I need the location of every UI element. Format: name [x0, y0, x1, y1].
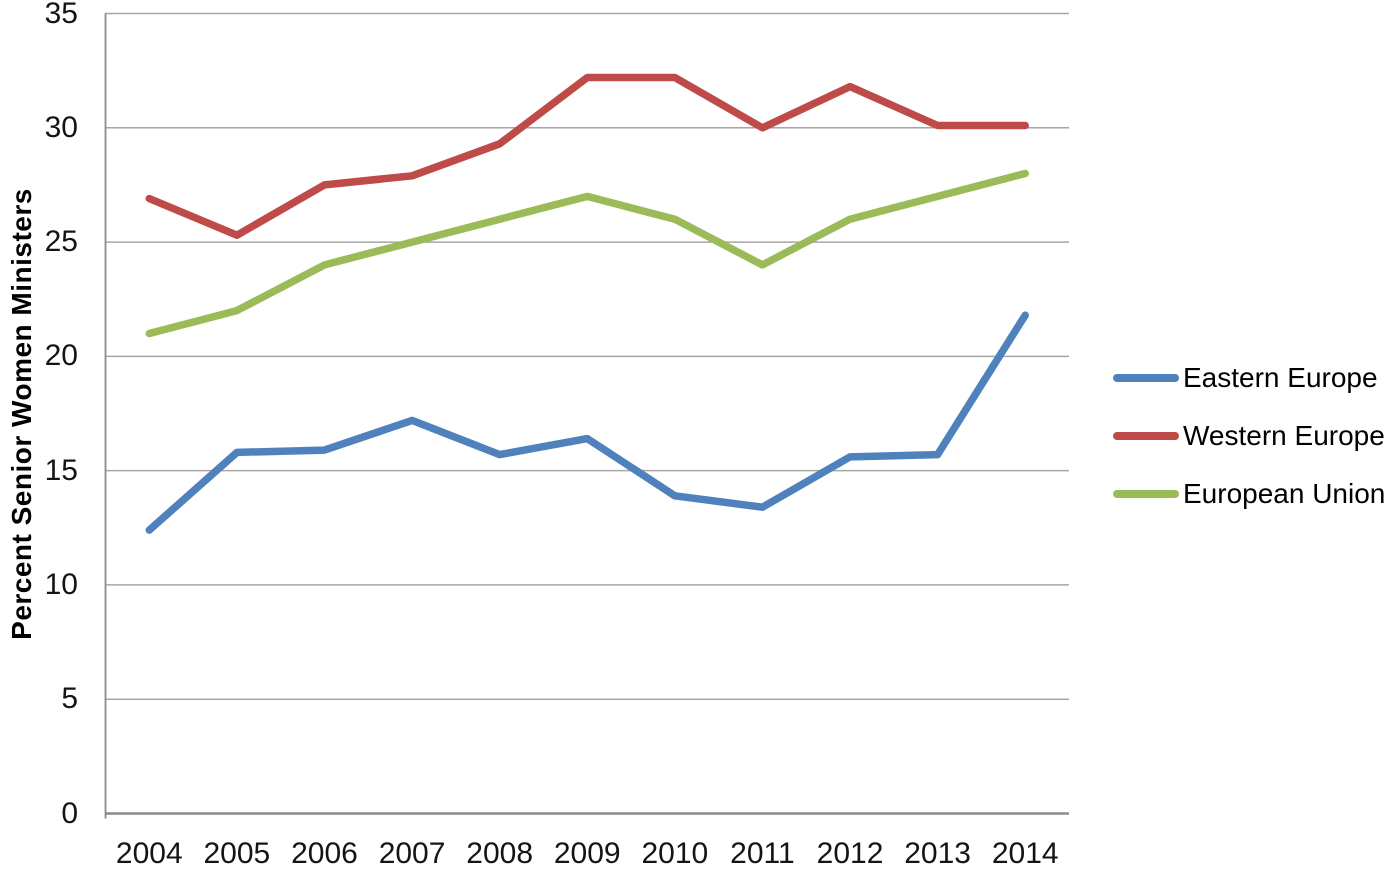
y-tick-label-25: 25	[44, 225, 78, 259]
x-tick-label-2012: 2012	[816, 837, 884, 870]
legend-label: Western Europe	[1183, 420, 1385, 451]
x-tick-label-2005: 2005	[203, 837, 271, 870]
y-tick-label-35: 35	[44, 0, 78, 30]
legend-item-european-union: European Union	[1113, 465, 1385, 523]
x-tick-label-2011: 2011	[730, 837, 795, 870]
series-line-western-europe	[145, 73, 1029, 239]
legend: Eastern Europe Western Europe European Uni…	[1113, 349, 1385, 523]
x-tick-label-2009: 2009	[553, 837, 621, 870]
legend-item-eastern-europe: Eastern Europe	[1113, 349, 1385, 407]
legend-swatch-icon	[1113, 432, 1179, 440]
legend-item-western-europe: Western Europe	[1113, 407, 1385, 465]
legend-swatch-icon	[1113, 374, 1179, 382]
x-tick-label-2006: 2006	[291, 837, 358, 870]
x-tick-label-2010: 2010	[641, 837, 709, 870]
y-tick-label-5: 5	[61, 682, 78, 716]
x-tick-label-2014: 2014	[991, 837, 1059, 870]
series-line-european-union	[145, 169, 1029, 338]
y-tick-label-20: 20	[44, 339, 78, 373]
y-tick-label-0: 0	[61, 796, 78, 830]
y-tick-label-15: 15	[44, 453, 78, 487]
series-line-eastern-europe	[145, 311, 1029, 534]
x-tick-label-2007: 2007	[378, 837, 446, 870]
x-tick-label-2008: 2008	[466, 837, 534, 870]
legend-label: European Union	[1183, 478, 1386, 509]
legend-label: Eastern Europe	[1183, 362, 1378, 393]
x-tick-label-2004: 2004	[115, 837, 183, 870]
x-tick-label-2013: 2013	[904, 837, 971, 870]
legend-swatch-icon	[1113, 490, 1179, 498]
y-tick-label-30: 30	[44, 110, 78, 144]
y-tick-label-10: 10	[44, 567, 78, 601]
